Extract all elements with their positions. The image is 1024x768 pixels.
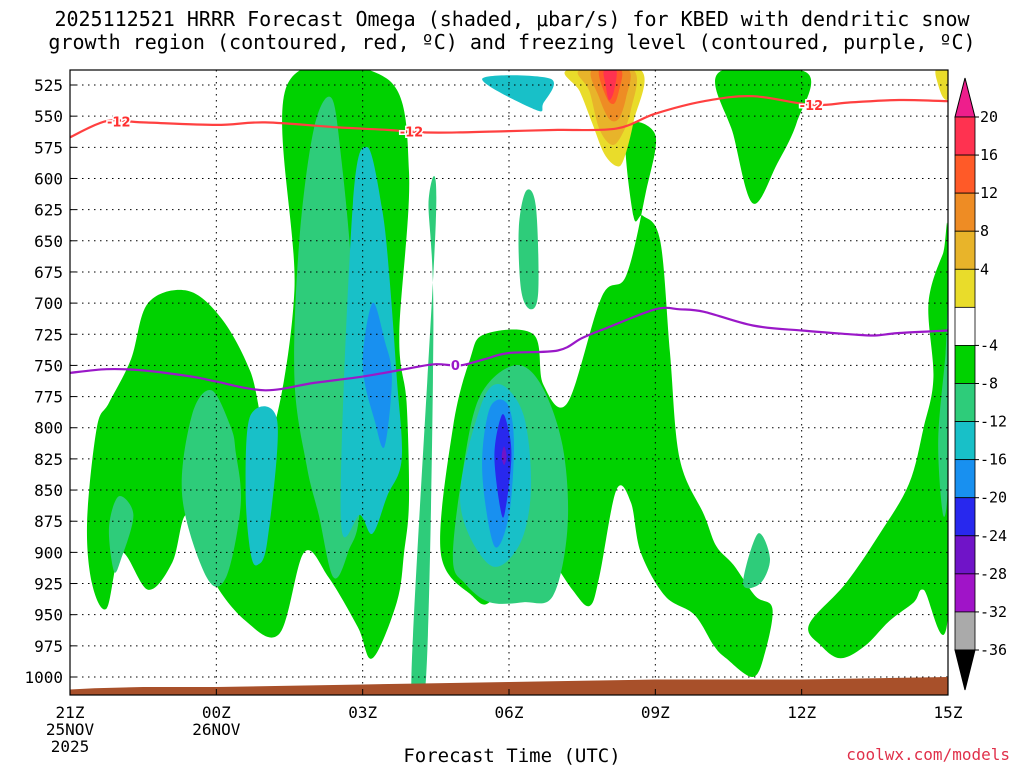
colorbar-band bbox=[954, 306, 976, 346]
omega-region bbox=[518, 189, 539, 310]
y-tick-label: 925 bbox=[34, 575, 63, 594]
x-tick-label: 00Z bbox=[202, 703, 231, 722]
omega-region bbox=[245, 406, 278, 566]
contour-label: -12 bbox=[107, 116, 131, 131]
omega-region bbox=[501, 446, 507, 466]
chart-title: 2025112521 HRRR Forecast Omega (shaded, … bbox=[0, 8, 1024, 54]
omega-region bbox=[181, 390, 242, 587]
contour-line bbox=[70, 95, 948, 139]
y-tick-label: 975 bbox=[34, 637, 63, 656]
colorbar-band bbox=[954, 192, 976, 232]
colorbar-label: 20 bbox=[980, 108, 998, 126]
grid bbox=[70, 70, 948, 695]
colorbar-bottom-arrow bbox=[954, 649, 976, 691]
omega-region bbox=[743, 533, 771, 589]
y-tick-label: 1000 bbox=[24, 668, 63, 687]
colorbar-band bbox=[954, 154, 976, 194]
colorbar-label: -16 bbox=[980, 451, 1007, 469]
colorbar-label: -20 bbox=[980, 489, 1007, 507]
terrain-area bbox=[70, 677, 948, 695]
colorbar-top-arrow bbox=[954, 77, 976, 118]
contour-label: -12 bbox=[800, 99, 824, 114]
x-tick-label: 26NOV bbox=[192, 720, 241, 739]
colorbar-label: 12 bbox=[980, 184, 998, 202]
omega-region bbox=[362, 302, 392, 449]
chart-title-line-2: growth region (contoured, red, ºC) and f… bbox=[48, 30, 976, 54]
credit-text: coolwx.com/models bbox=[846, 745, 1010, 764]
y-tick-label: 525 bbox=[34, 76, 63, 95]
colorbar-label: 8 bbox=[980, 222, 989, 240]
colorbar-label: -8 bbox=[980, 375, 998, 393]
x-tick-label: 2025 bbox=[51, 737, 90, 756]
omega-region bbox=[935, 70, 948, 101]
omega-region bbox=[808, 222, 948, 659]
x-tick-label: 03Z bbox=[348, 703, 377, 722]
colorbar-label: 4 bbox=[980, 260, 989, 278]
colorbar-band bbox=[954, 230, 976, 270]
contour-label: 0 bbox=[451, 359, 460, 374]
colorbar-label: -12 bbox=[980, 413, 1007, 431]
chart-title-line-1: 2025112521 HRRR Forecast Omega (shaded, … bbox=[54, 7, 970, 31]
omega-region bbox=[108, 496, 134, 573]
omega-region bbox=[938, 298, 948, 517]
y-tick-label: 900 bbox=[34, 543, 63, 562]
terrain bbox=[70, 677, 948, 695]
y-tick-label: 650 bbox=[34, 232, 63, 251]
colorbar-band bbox=[954, 421, 976, 461]
y-axis: 525 550 575 600 625 650 675 700 725 750 775 800 825 8… bbox=[24, 76, 76, 687]
y-tick-label: 725 bbox=[34, 325, 63, 344]
colorbar-label: -36 bbox=[980, 641, 1007, 659]
colorbar-band bbox=[954, 497, 976, 537]
colorbar-band bbox=[954, 345, 976, 384]
y-tick-label: 550 bbox=[34, 107, 63, 126]
y-tick-label: 625 bbox=[34, 201, 63, 220]
y-tick-label: 600 bbox=[34, 169, 63, 188]
colorbar-band bbox=[954, 535, 976, 575]
omega-region bbox=[715, 70, 812, 204]
y-tick-label: 700 bbox=[34, 294, 63, 313]
x-tick-label: 21Z bbox=[56, 703, 85, 722]
y-tick-label: 825 bbox=[34, 450, 63, 469]
x-tick-label: 15Z bbox=[934, 703, 963, 722]
colorbar-band bbox=[954, 611, 976, 651]
omega-shading bbox=[86, 70, 948, 695]
y-tick-label: 750 bbox=[34, 356, 63, 375]
y-tick-label: 675 bbox=[34, 263, 63, 282]
colorbar-band bbox=[954, 268, 976, 308]
colorbar-label: -24 bbox=[980, 527, 1007, 545]
colorbar-band bbox=[954, 459, 976, 499]
colorbar-label: -28 bbox=[980, 565, 1007, 583]
x-tick-label: 09Z bbox=[641, 703, 670, 722]
colorbar-band bbox=[954, 383, 976, 422]
y-tick-label: 875 bbox=[34, 512, 63, 531]
omega-region bbox=[494, 414, 512, 518]
colorbar-label: 16 bbox=[980, 146, 998, 164]
x-tick-label: 12Z bbox=[787, 703, 816, 722]
contour-line bbox=[70, 306, 948, 392]
colorbar: 20 16 12 8 4 -4 -8 -12 -16 -20 -24 -28 -32 -36 bbox=[954, 77, 1007, 691]
colorbar-band bbox=[954, 116, 976, 156]
contour-label: -12 bbox=[400, 126, 424, 141]
omega-region bbox=[411, 176, 437, 695]
y-tick-label: 950 bbox=[34, 606, 63, 625]
x-tick-label: 25NOV bbox=[46, 720, 95, 739]
y-tick-label: 775 bbox=[34, 388, 63, 407]
colorbar-label: -32 bbox=[980, 603, 1007, 621]
x-tick-label: 06Z bbox=[495, 703, 524, 722]
y-tick-label: 575 bbox=[34, 138, 63, 157]
colorbar-band bbox=[954, 573, 976, 613]
x-axis-label: Forecast Time (UTC) bbox=[403, 745, 621, 767]
colorbar-label: -4 bbox=[980, 336, 998, 354]
y-tick-label: 800 bbox=[34, 419, 63, 438]
y-tick-label: 850 bbox=[34, 481, 63, 500]
contours: -12 -12 -12 0 bbox=[70, 95, 948, 392]
omega-region bbox=[482, 75, 554, 112]
